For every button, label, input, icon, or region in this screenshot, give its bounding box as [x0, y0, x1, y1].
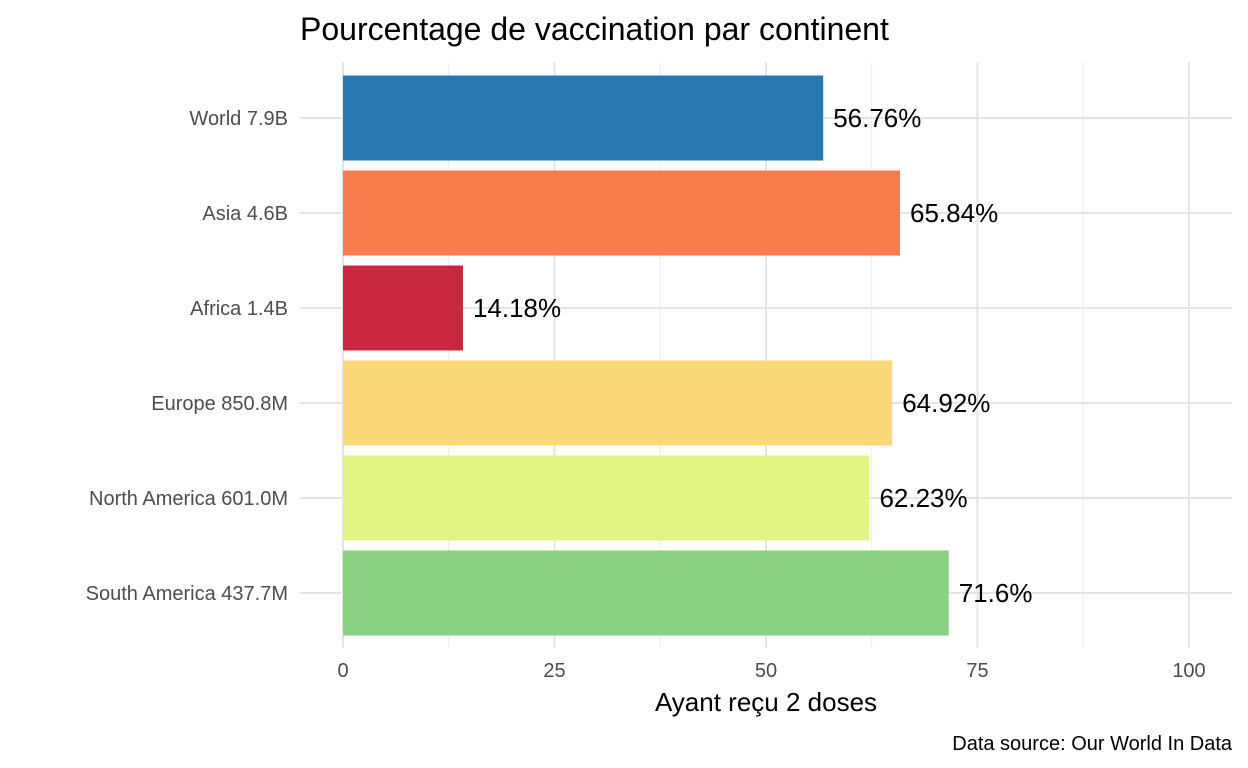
data-label: 65.84%	[910, 198, 998, 228]
category-label: Africa 1.4B	[190, 298, 288, 320]
x-tick-label: 50	[755, 660, 777, 682]
bar	[343, 170, 901, 256]
category-label: Asia 4.6B	[202, 203, 288, 225]
x-tick-labels: 0 25 50 75 100	[337, 660, 1205, 682]
bar	[343, 75, 824, 161]
x-tick-label: 75	[966, 660, 988, 682]
data-label: 71.6%	[959, 578, 1033, 608]
bar	[343, 265, 463, 351]
category-label: Europe 850.8M	[151, 393, 288, 415]
category-label: South America 437.7M	[86, 583, 288, 605]
category-label: North America 601.0M	[89, 488, 288, 510]
x-tick-label: 100	[1172, 660, 1205, 682]
data-label: 62.23%	[879, 483, 967, 513]
category-label: World 7.9B	[189, 108, 288, 130]
value-labels: 56.76% 65.84% 14.18% 64.92% 62.23% 71.6%	[473, 103, 1033, 608]
category-labels: World 7.9B Asia 4.6B Africa 1.4B Europe 850…	[86, 108, 288, 605]
caption: Data source: Our World In Data	[952, 733, 1233, 755]
bars	[343, 75, 949, 636]
bar	[343, 360, 893, 446]
chart-title: Pourcentage de vaccination par continent	[300, 11, 889, 47]
x-tick-label: 25	[543, 660, 565, 682]
bar	[343, 455, 870, 541]
data-label: 56.76%	[833, 103, 921, 133]
bar	[343, 550, 949, 636]
data-label: 14.18%	[473, 293, 561, 323]
x-tick-label: 0	[337, 660, 348, 682]
data-label: 64.92%	[902, 388, 990, 418]
x-axis-title: Ayant reçu 2 doses	[655, 687, 877, 717]
